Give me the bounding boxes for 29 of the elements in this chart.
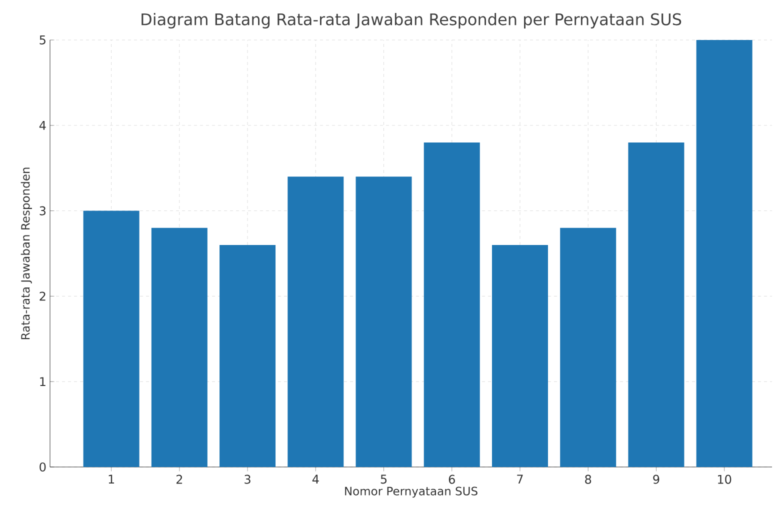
bar [220,244,276,467]
bar [560,228,616,467]
y-tick-label: 4 [39,121,46,130]
x-tick-label: 7 [517,474,523,484]
bar [151,228,208,467]
x-axis-title: Nomor Pernyataan SUS [345,486,478,498]
chart-title: Diagram Batang Rata-rata Jawaban Responden per Pernyataan SUS [142,12,682,28]
y-axis-title: Rata-rata Jawaban Responden [20,168,32,340]
bar [492,244,548,467]
bar [696,40,752,467]
y-tick-label: 5 [40,36,46,44]
y-tick-label: 3 [40,206,46,216]
x-tick-label: 3 [244,474,250,484]
x-tick-label: 1 [108,474,114,484]
x-tick-label: 6 [448,474,455,484]
x-tick-label: 4 [312,474,319,484]
bar [356,176,412,467]
y-tick-label: 1 [40,377,46,386]
bar [424,142,480,467]
bar [83,210,140,467]
x-tick-label: 10 [718,474,732,484]
y-tick-label: 0 [40,462,46,472]
x-tick-label: 8 [585,474,592,484]
bar [288,176,344,467]
x-tick-label: 9 [653,474,660,484]
y-tick-label: 2 [40,292,46,301]
x-tick-label: 5 [380,474,387,484]
x-tick-label: 2 [176,474,182,484]
bar [628,142,684,467]
